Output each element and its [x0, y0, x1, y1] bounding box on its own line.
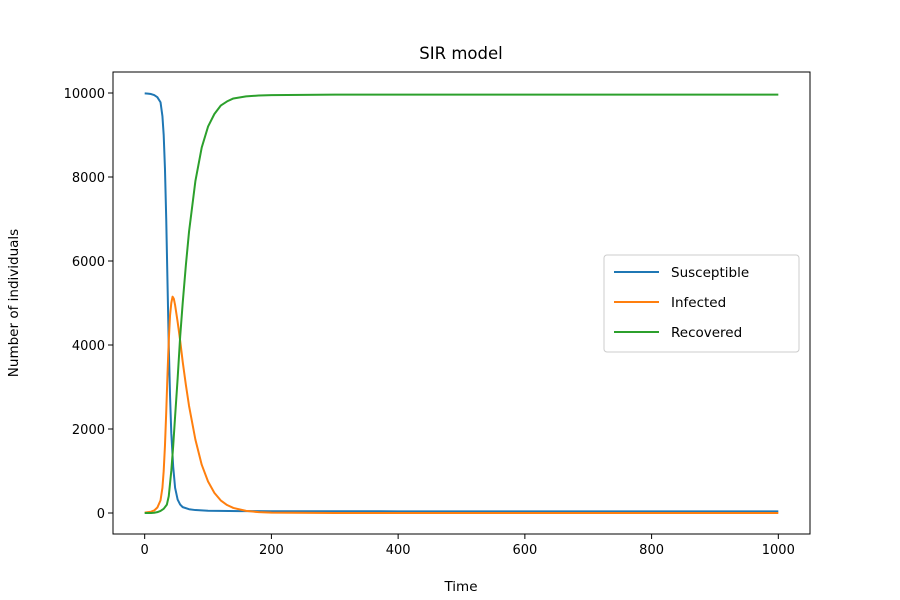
series-line-recovered — [144, 93, 779, 514]
plot-frame — [112, 71, 811, 535]
x-tick-label: 0 — [141, 543, 149, 558]
y-tick-label: 0 — [97, 507, 105, 522]
x-tick-label: 1000 — [762, 543, 795, 558]
legend-label: Susceptible — [671, 265, 749, 281]
series-line-infected — [144, 295, 779, 514]
y-tick-label: 10000 — [64, 87, 105, 102]
y-tick-label: 4000 — [72, 339, 105, 354]
y-axis-ticks: 0 2000 4000 6000 8000 10000 — [64, 87, 113, 522]
legend: Susceptible Infected Recovered — [603, 254, 800, 353]
x-tick-label: 600 — [512, 543, 537, 558]
y-tick-label: 2000 — [72, 423, 105, 438]
y-axis-label: Number of individuals — [6, 229, 22, 377]
x-tick-label: 400 — [386, 543, 411, 558]
chart-title: SIR model — [419, 44, 502, 63]
y-tick-label: 8000 — [72, 171, 105, 186]
x-axis-ticks: 0 200 400 600 800 1000 — [141, 534, 795, 558]
y-tick-label: 6000 — [72, 255, 105, 270]
x-tick-label: 200 — [259, 543, 284, 558]
x-axis-label: Time — [443, 579, 477, 595]
legend-label: Infected — [671, 295, 726, 311]
legend-label: Recovered — [671, 325, 742, 341]
x-tick-label: 800 — [639, 543, 664, 558]
legend-box — [603, 254, 800, 353]
series-lines — [144, 92, 779, 514]
